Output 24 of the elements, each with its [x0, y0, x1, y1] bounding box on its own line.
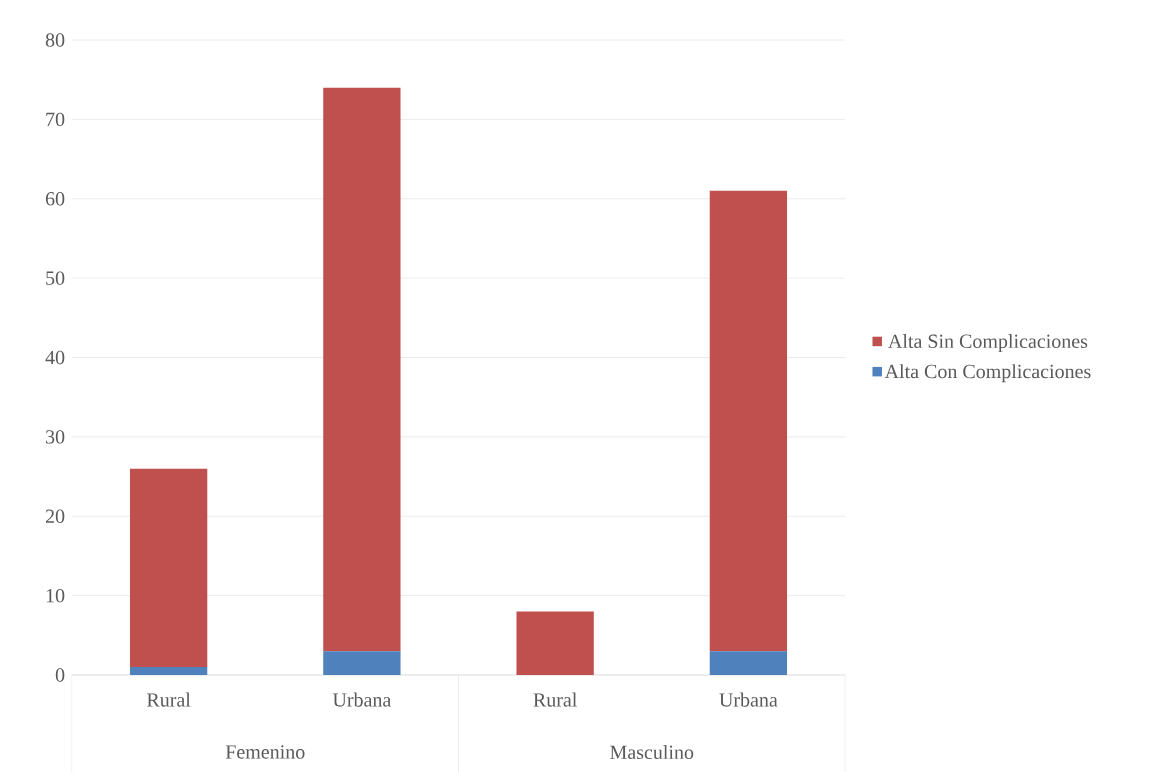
y-tick-label: 70	[46, 112, 65, 126]
y-tick-label: 60	[45, 191, 65, 206]
y-tick-label: 20	[45, 509, 65, 523]
y-tick-label: 50	[46, 271, 65, 285]
legend-label: Alta Sin Complicaciones	[888, 333, 1088, 352]
legend-label: Alta Con Complicaciones	[884, 364, 1091, 383]
bar	[129, 666, 208, 675]
y-tick-label: 10	[46, 588, 65, 603]
bar	[323, 87, 401, 652]
bar	[709, 651, 788, 675]
y-tick-label: 30	[46, 430, 65, 444]
x-tick-label: Rural	[533, 692, 577, 707]
y-tick-label: 40	[45, 350, 65, 365]
bar	[129, 468, 208, 667]
text: Masculino	[610, 744, 694, 759]
x-tick-label: Urbana	[719, 692, 778, 707]
y-tick-label: 80	[45, 33, 65, 47]
y-tick-label: 0	[55, 668, 65, 682]
bar	[709, 190, 788, 652]
bar	[323, 651, 401, 675]
x-tick-label: Urbana	[332, 692, 392, 707]
bar	[516, 611, 594, 675]
x-tick-label: Rural	[147, 692, 191, 707]
text: Femenino	[225, 745, 305, 759]
